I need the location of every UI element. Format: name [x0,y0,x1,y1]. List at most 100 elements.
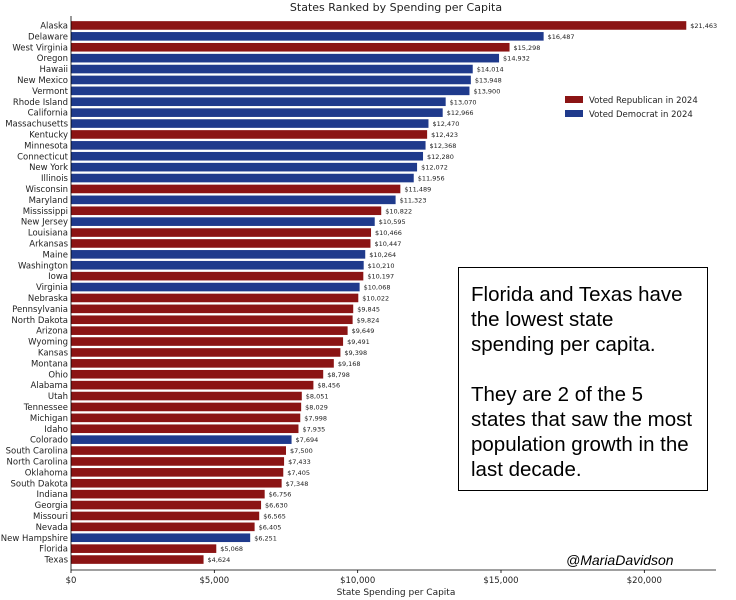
value-label-mississippi: $10,822 [385,207,412,215]
state-label-ohio: Ohio [48,370,68,380]
value-label-nevada: $6,405 [259,523,282,531]
state-label-pennsylvania: Pennsylvania [12,305,68,315]
x-tick-label: $15,000 [483,576,518,586]
state-label-michigan: Michigan [30,414,68,424]
bar-wisconsin [71,184,401,194]
state-label-colorado: Colorado [30,436,68,446]
state-label-wyoming: Wyoming [28,338,68,348]
state-label-missouri: Missouri [33,512,68,522]
x-axis-label: State Spending per Capita [337,588,456,598]
state-label-hawaii: Hawaii [40,65,68,75]
bar-wyoming [71,337,344,346]
bar-new-jersey [71,217,375,226]
legend-label-rep: Voted Republican in 2024 [589,96,698,106]
bar-nevada [71,522,255,532]
state-label-rhode-island: Rhode Island [13,98,68,108]
state-label-virginia: Virginia [36,283,68,293]
bar-minnesota [71,141,426,150]
value-label-south-dakota: $7,348 [286,480,309,488]
value-label-texas: $4,624 [208,556,231,564]
value-label-wyoming: $9,491 [347,338,370,346]
bar-alabama [71,380,314,390]
value-label-arkansas: $10,447 [374,240,401,248]
state-label-california: California [28,109,68,119]
state-label-north-dakota: North Dakota [11,316,68,326]
legend-swatch-rep [565,96,583,103]
bar-north-dakota [71,315,353,325]
state-label-utah: Utah [48,392,68,402]
bar-oregon [71,53,500,63]
bar-california [71,108,443,117]
bar-georgia [71,500,262,510]
value-label-colorado: $7,694 [296,436,319,444]
bar-colorado [71,435,292,444]
value-label-kansas: $9,398 [344,349,367,357]
state-label-nevada: Nevada [36,523,68,533]
bar-utah [71,391,302,401]
state-label-iowa: Iowa [48,272,68,282]
value-label-arizona: $9,649 [352,327,375,335]
annotation-paragraph-2: They are 2 of the 5 states that saw the … [471,383,693,481]
annotation-paragraph-1: Florida and Texas have the lowest state … [471,283,683,356]
state-label-maine: Maine [42,250,68,260]
bar-new-york [71,162,418,172]
value-label-california: $12,966 [447,109,474,117]
value-label-washington: $10,210 [368,262,395,270]
bar-idaho [71,424,299,434]
value-label-florida: $5,068 [220,545,243,553]
state-label-tennessee: Tennessee [23,403,68,413]
bar-arizona [71,326,348,335]
value-label-vermont: $13,900 [473,87,500,95]
state-label-wisconsin: Wisconsin [26,185,68,195]
value-label-tennessee: $8,029 [305,403,328,411]
bar-indiana [71,489,265,499]
bar-maryland [71,195,396,205]
value-label-minnesota: $12,368 [430,142,457,150]
state-label-arkansas: Arkansas [29,239,68,249]
author-credit: @MariaDavidson [566,552,674,568]
value-label-hawaii: $14,014 [477,66,504,74]
bar-alaska [71,21,687,30]
state-label-south-carolina: South Carolina [6,447,68,457]
value-label-west-virginia: $15,298 [514,44,541,52]
value-label-ohio: $8,798 [327,371,350,379]
state-label-illinois: Illinois [41,174,69,184]
value-label-new-york: $12,072 [421,164,448,172]
value-label-alaska: $21,463 [690,22,717,30]
value-label-oklahoma: $7,405 [287,469,310,477]
value-label-maine: $10,264 [369,251,396,259]
bar-connecticut [71,151,424,161]
bar-montana [71,359,334,368]
bar-maine [71,250,366,259]
value-label-georgia: $6,630 [265,502,288,510]
state-label-connecticut: Connecticut [17,152,69,162]
value-label-alabama: $8,456 [317,382,340,390]
bar-washington [71,260,364,270]
state-label-oklahoma: Oklahoma [25,468,68,478]
x-tick-label: $0 [66,576,77,586]
bar-missouri [71,511,260,521]
bars-group [71,21,687,564]
state-label-new-york: New York [29,163,68,173]
bar-massachusetts [71,119,429,128]
value-label-north-dakota: $9,824 [357,316,380,324]
state-label-oregon: Oregon [37,54,68,64]
value-label-delaware: $16,487 [548,33,575,41]
bar-hawaii [71,64,473,74]
x-tick-label: $5,000 [199,576,229,586]
bar-mississippi [71,206,382,216]
value-label-montana: $9,168 [338,360,361,368]
bar-oklahoma [71,468,284,477]
state-label-alabama: Alabama [31,381,68,391]
state-label-georgia: Georgia [35,501,68,511]
value-labels-group: $21,463 $16,487 $15,298 $14,932 $14,014 $13,9… [208,22,718,564]
value-label-pennsylvania: $9,845 [357,305,380,313]
value-label-new-mexico: $13,948 [475,76,502,84]
bar-delaware [71,32,544,41]
state-label-maryland: Maryland [29,196,68,206]
legend: Voted Republican in 2024 Voted Democrat i… [565,96,698,120]
state-label-west-virginia: West Virginia [12,43,68,53]
value-label-missouri: $6,565 [263,512,286,520]
